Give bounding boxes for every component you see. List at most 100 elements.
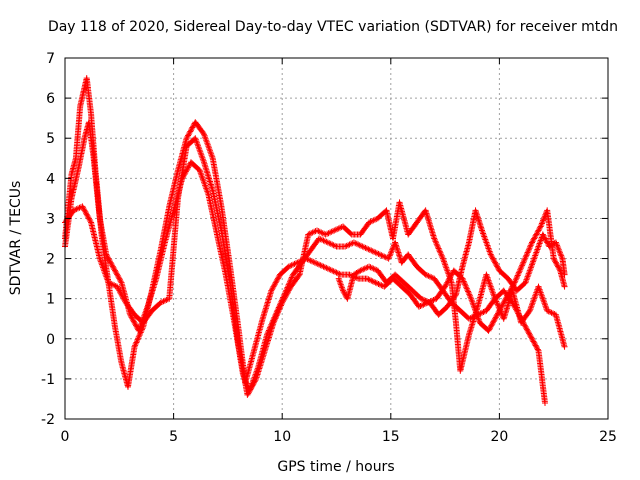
data-point-marker xyxy=(244,377,259,398)
data-point-marker xyxy=(322,228,336,238)
data-point-marker xyxy=(261,321,277,354)
data-point-marker xyxy=(79,203,94,225)
y-tick-label: 0 xyxy=(46,332,55,348)
data-point-marker xyxy=(368,247,382,257)
data-point-marker xyxy=(174,144,190,202)
data-point-marker xyxy=(409,287,424,301)
y-tick-label: -2 xyxy=(41,412,55,428)
data-point-marker xyxy=(268,272,283,294)
data-point-marker xyxy=(92,167,105,240)
data-point-marker xyxy=(140,308,154,326)
data-point-marker xyxy=(376,251,391,261)
data-point-marker xyxy=(363,275,378,285)
data-point-marker xyxy=(513,280,528,294)
data-point-marker xyxy=(418,295,432,305)
data-point-marker xyxy=(196,167,211,196)
data-point-marker xyxy=(122,299,137,317)
data-point-marker xyxy=(279,285,294,306)
data-point-marker xyxy=(526,331,541,353)
data-point-marker xyxy=(105,279,119,289)
data-point-marker xyxy=(188,159,202,173)
data-point-marker xyxy=(192,119,207,136)
data-point-marker xyxy=(296,233,311,278)
data-point-marker xyxy=(416,300,430,310)
data-point-marker xyxy=(320,263,334,273)
data-point-marker xyxy=(192,135,207,164)
data-point-marker xyxy=(183,120,198,142)
data-point-marker xyxy=(357,220,372,238)
data-point-marker xyxy=(535,283,550,313)
data-point-marker xyxy=(374,267,389,285)
data-point-marker xyxy=(112,323,125,365)
data-point-marker xyxy=(535,347,548,405)
series-track-D xyxy=(335,207,568,318)
data-series xyxy=(62,75,568,406)
data-point-marker xyxy=(405,251,419,269)
data-point-marker xyxy=(201,131,216,160)
data-point-marker xyxy=(472,207,485,232)
y-axis-ticks: -2 -1 0 1 2 3 4 5 6 7 xyxy=(41,51,608,428)
data-point-marker xyxy=(303,255,317,265)
data-point-marker xyxy=(392,271,406,285)
data-point-marker xyxy=(83,75,94,116)
data-point-marker xyxy=(96,255,111,285)
y-axis-label: SDTVAR / TECUs xyxy=(8,181,24,296)
data-point-marker xyxy=(483,271,498,301)
data-point-marker xyxy=(407,291,422,309)
data-point-marker xyxy=(561,343,568,350)
chart-title: Day 118 of 2020, Sidereal Day-to-day VTE… xyxy=(48,19,618,35)
data-point-marker xyxy=(214,231,229,277)
data-point-marker xyxy=(157,204,172,254)
data-point-marker xyxy=(457,333,472,374)
data-point-marker xyxy=(439,255,455,285)
y-tick-label: -1 xyxy=(41,372,55,388)
data-point-marker xyxy=(405,220,419,238)
data-point-marker xyxy=(270,301,285,326)
data-point-marker xyxy=(518,308,532,326)
data-point-marker xyxy=(544,207,557,260)
data-point-marker xyxy=(166,197,181,302)
data-point-marker xyxy=(552,311,568,349)
data-point-marker xyxy=(307,236,322,254)
data-point-marker xyxy=(68,156,79,178)
data-point-marker xyxy=(340,223,354,237)
data-point-marker xyxy=(157,296,171,306)
data-point-marker xyxy=(413,263,428,277)
data-point-marker xyxy=(344,273,357,302)
data-point-marker xyxy=(496,267,510,281)
x-tick-label: 5 xyxy=(169,429,178,445)
data-point-marker xyxy=(398,283,413,297)
data-point-marker xyxy=(431,235,446,261)
data-point-marker xyxy=(466,305,481,338)
data-point-marker xyxy=(433,284,448,302)
data-point-marker xyxy=(542,399,549,406)
data-point-marker xyxy=(209,155,225,208)
data-point-marker xyxy=(444,292,459,310)
data-point-marker xyxy=(350,239,365,249)
data-point-marker xyxy=(324,239,339,249)
series-track-C xyxy=(62,135,568,398)
data-point-marker xyxy=(422,271,436,281)
data-point-marker xyxy=(68,168,81,202)
x-tick-label: 0 xyxy=(61,429,70,445)
data-point-marker xyxy=(392,239,405,265)
data-point-marker xyxy=(285,260,299,270)
data-point-marker xyxy=(479,227,494,256)
x-axis-label: GPS time / hours xyxy=(277,459,394,475)
data-point-marker xyxy=(485,313,500,334)
data-point-marker xyxy=(235,343,251,397)
data-point-marker xyxy=(125,345,138,390)
data-point-marker xyxy=(400,279,415,293)
data-point-marker xyxy=(426,299,441,317)
data-point-marker xyxy=(218,227,233,285)
y-tick-label: 4 xyxy=(46,171,55,187)
data-point-marker xyxy=(148,249,164,294)
data-point-marker xyxy=(396,199,411,236)
x-tick-label: 15 xyxy=(382,429,400,445)
data-point-marker xyxy=(70,204,84,214)
data-point-marker xyxy=(520,240,535,266)
y-tick-label: 3 xyxy=(46,211,55,227)
data-point-marker xyxy=(522,257,537,286)
data-point-marker xyxy=(546,240,558,250)
